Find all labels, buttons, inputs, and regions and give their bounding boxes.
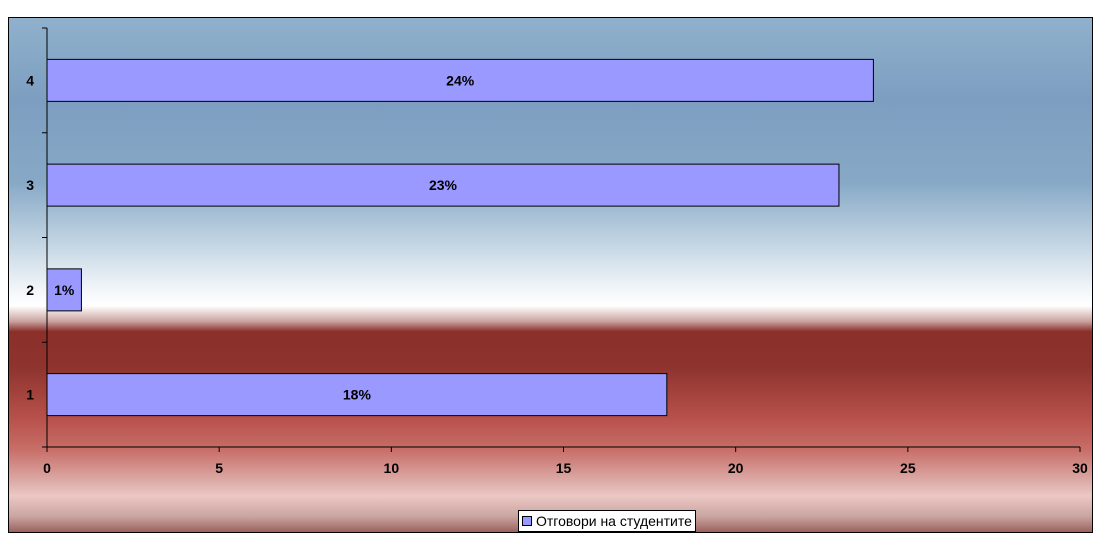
x-tick-label: 0: [43, 460, 51, 476]
x-tick-label: 10: [384, 460, 400, 476]
legend: Отговори на студентите: [518, 510, 696, 532]
bar-data-label: 23%: [429, 177, 458, 193]
y-tick-label: 3: [26, 177, 34, 193]
y-tick-label: 4: [26, 72, 34, 88]
bars: [46, 58, 874, 417]
x-tick-label: 5: [215, 460, 223, 476]
y-tick-label: 2: [26, 282, 34, 298]
x-tick-label: 30: [1072, 460, 1088, 476]
legend-swatch: [522, 516, 532, 526]
data-labels: 18% 1% 23% 24%: [54, 72, 475, 402]
y-tick-label: 1: [26, 387, 34, 403]
x-tick-label: 15: [556, 460, 572, 476]
bar-data-label: 1%: [54, 282, 75, 298]
bar: [46, 163, 840, 207]
bar: [46, 373, 668, 417]
bar: [46, 58, 874, 102]
bar: [46, 268, 82, 312]
x-tick-label: 25: [900, 460, 916, 476]
bar-data-label: 24%: [446, 72, 475, 88]
legend-label: Отговори на студентите: [536, 513, 692, 529]
x-tick-label: 20: [728, 460, 744, 476]
bar-data-label: 18%: [343, 387, 372, 403]
